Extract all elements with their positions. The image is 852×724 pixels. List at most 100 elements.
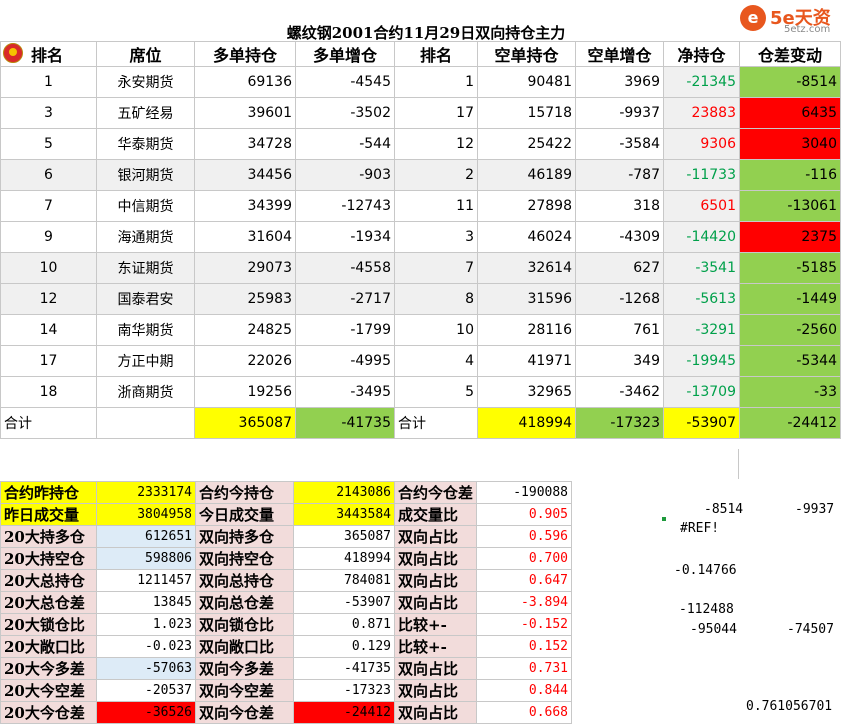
free-cell[interactable]: -9937	[795, 502, 835, 517]
stat-value[interactable]: -3.894	[476, 591, 573, 614]
short-cell[interactable]: 28116	[477, 314, 576, 346]
stat-label[interactable]: 双向占比	[393, 569, 478, 592]
diff-cell[interactable]: 3040	[739, 128, 841, 160]
free-cell[interactable]: #REF!	[680, 521, 720, 536]
rank-cell[interactable]: 6	[0, 159, 97, 191]
free-cell[interactable]: -112488	[679, 602, 734, 617]
rank-cell[interactable]: 10	[0, 252, 97, 284]
total-short-change[interactable]: -17323	[575, 407, 664, 439]
free-cell[interactable]: -0.14766	[674, 563, 737, 578]
short-change-cell[interactable]: 3969	[575, 66, 664, 98]
stat-label[interactable]: 20大今空差	[0, 679, 97, 702]
long-change-cell[interactable]: -4545	[295, 66, 395, 98]
diff-cell[interactable]: -33	[739, 376, 841, 408]
stat-label[interactable]: 双向今空差	[195, 679, 294, 702]
seat-cell[interactable]: 中信期货	[96, 190, 195, 222]
stat-value[interactable]: -0.152	[476, 613, 573, 636]
stat-label[interactable]: 双向占比	[393, 701, 478, 724]
short-cell[interactable]: 41971	[477, 345, 576, 377]
short-change-cell[interactable]: -3462	[575, 376, 664, 408]
stat-label[interactable]: 20大今多差	[0, 657, 97, 680]
short-change-cell[interactable]: -9937	[575, 97, 664, 129]
stat-label[interactable]: 20大持多仓	[0, 525, 97, 548]
stat-label[interactable]: 双向总持仓	[195, 569, 294, 592]
stat-value[interactable]: 2333174	[96, 481, 196, 504]
stat-value[interactable]: -17323	[293, 679, 395, 702]
long-change-cell[interactable]: -3495	[295, 376, 395, 408]
rank-cell[interactable]: 1	[0, 66, 97, 98]
long-cell[interactable]: 19256	[194, 376, 296, 408]
net-cell[interactable]: -13709	[663, 376, 740, 408]
free-cell[interactable]: 0.761056701	[746, 699, 833, 714]
stat-label[interactable]: 成交量比	[393, 503, 478, 526]
stat-value[interactable]: 612651	[96, 525, 196, 548]
stat-value[interactable]: 1211457	[96, 569, 196, 592]
free-cell[interactable]: -74507	[787, 622, 834, 637]
short-change-cell[interactable]: 318	[575, 190, 664, 222]
stat-label[interactable]: 双向占比	[393, 525, 478, 548]
diff-cell[interactable]: -1449	[739, 283, 841, 315]
free-cell[interactable]: -95044	[690, 622, 737, 637]
stat-value[interactable]: 0.668	[476, 701, 573, 724]
long-change-cell[interactable]: -1934	[295, 221, 395, 253]
short-change-cell[interactable]: 627	[575, 252, 664, 284]
stat-label[interactable]: 20大总持仓	[0, 569, 97, 592]
short-change-cell[interactable]: 761	[575, 314, 664, 346]
stat-label[interactable]: 今日成交量	[195, 503, 294, 526]
rank-cell[interactable]: 14	[0, 314, 97, 346]
short-rank-cell[interactable]: 5	[394, 376, 478, 408]
stat-label[interactable]: 20大今仓差	[0, 701, 97, 724]
short-change-cell[interactable]: -4309	[575, 221, 664, 253]
short-cell[interactable]: 90481	[477, 66, 576, 98]
net-cell[interactable]: -3541	[663, 252, 740, 284]
long-change-cell[interactable]: -12743	[295, 190, 395, 222]
stat-label[interactable]: 双向敞口比	[195, 635, 294, 658]
long-cell[interactable]: 34728	[194, 128, 296, 160]
net-cell[interactable]: -21345	[663, 66, 740, 98]
stat-value[interactable]: 0.844	[476, 679, 573, 702]
stat-label[interactable]: 双向占比	[393, 591, 478, 614]
short-change-cell[interactable]: -787	[575, 159, 664, 191]
short-cell[interactable]: 25422	[477, 128, 576, 160]
stat-label[interactable]: 20大敞口比	[0, 635, 97, 658]
stat-value[interactable]: 0.700	[476, 547, 573, 570]
short-rank-cell[interactable]: 4	[394, 345, 478, 377]
short-cell[interactable]: 32965	[477, 376, 576, 408]
long-cell[interactable]: 34399	[194, 190, 296, 222]
seat-cell[interactable]: 海通期货	[96, 221, 195, 253]
diff-cell[interactable]: -13061	[739, 190, 841, 222]
diff-cell[interactable]: -5185	[739, 252, 841, 284]
long-cell[interactable]: 24825	[194, 314, 296, 346]
short-rank-cell[interactable]: 10	[394, 314, 478, 346]
short-cell[interactable]: 46024	[477, 221, 576, 253]
stat-label[interactable]: 合约今持仓	[195, 481, 294, 504]
total-short[interactable]: 418994	[477, 407, 576, 439]
stat-value[interactable]: -53907	[293, 591, 395, 614]
diff-cell[interactable]: 2375	[739, 221, 841, 253]
stat-label[interactable]: 双向今仓差	[195, 701, 294, 724]
stat-label[interactable]: 20大总仓差	[0, 591, 97, 614]
net-cell[interactable]: 6501	[663, 190, 740, 222]
diff-cell[interactable]: -8514	[739, 66, 841, 98]
total-label[interactable]: 合计	[0, 407, 97, 439]
total-seat-cell[interactable]	[96, 407, 195, 439]
stat-label[interactable]: 双向持多仓	[195, 525, 294, 548]
stat-value[interactable]: 3443584	[293, 503, 395, 526]
short-rank-cell[interactable]: 11	[394, 190, 478, 222]
short-rank-cell[interactable]: 12	[394, 128, 478, 160]
stat-label[interactable]: 20大锁仓比	[0, 613, 97, 636]
stat-value[interactable]: 0.731	[476, 657, 573, 680]
long-cell[interactable]: 39601	[194, 97, 296, 129]
stat-value[interactable]: 365087	[293, 525, 395, 548]
short-change-cell[interactable]: -3584	[575, 128, 664, 160]
stat-value[interactable]: -41735	[293, 657, 395, 680]
short-change-cell[interactable]: -1268	[575, 283, 664, 315]
stat-value[interactable]: -0.023	[96, 635, 196, 658]
total-diff[interactable]: -24412	[739, 407, 841, 439]
stat-value[interactable]: -20537	[96, 679, 196, 702]
stat-value[interactable]: 0.871	[293, 613, 395, 636]
long-change-cell[interactable]: -4558	[295, 252, 395, 284]
stat-value[interactable]: -57063	[96, 657, 196, 680]
stat-value[interactable]: 0.905	[476, 503, 573, 526]
stat-value[interactable]: 784081	[293, 569, 395, 592]
